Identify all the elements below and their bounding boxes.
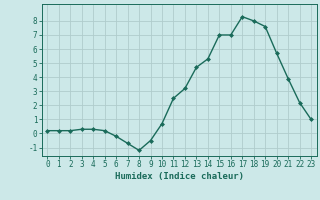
X-axis label: Humidex (Indice chaleur): Humidex (Indice chaleur) — [115, 172, 244, 181]
